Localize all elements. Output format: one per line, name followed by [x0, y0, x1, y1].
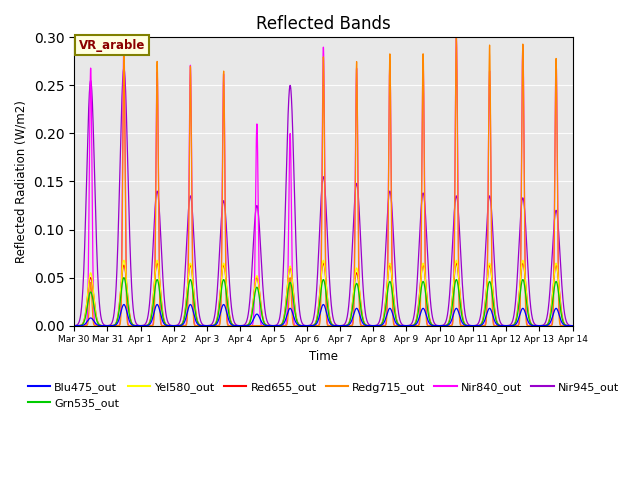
Redg715_out [435, 323, 443, 328]
Legend: Blu475_out, Grn535_out, Yel580_out, Red655_out, Redg715_out, Nir840_out, Nir945_: Blu475_out, Grn535_out, Yel580_out, Red6… [23, 377, 623, 414]
Nir840_out [305, 323, 312, 328]
Yel580_out [120, 257, 128, 263]
Blu475_out [435, 323, 443, 328]
Nir840_out [568, 323, 576, 328]
Nir945_out [569, 323, 577, 328]
X-axis label: Time: Time [309, 350, 338, 363]
Yel580_out [463, 323, 471, 328]
Blu475_out [120, 301, 128, 307]
Line: Nir840_out: Nir840_out [74, 37, 573, 325]
Blu475_out [160, 320, 168, 326]
Redg715_out [305, 323, 312, 328]
Grn535_out [435, 323, 443, 328]
Nir840_out [452, 35, 460, 40]
Grn535_out [120, 275, 128, 280]
Blu475_out [568, 323, 576, 328]
Yel580_out [407, 323, 415, 328]
Grn535_out [305, 323, 312, 328]
Yel580_out [568, 323, 576, 328]
Blu475_out [70, 323, 78, 328]
Red655_out [569, 323, 577, 328]
Y-axis label: Reflected Radiation (W/m2): Reflected Radiation (W/m2) [15, 100, 28, 263]
Line: Yel580_out: Yel580_out [74, 260, 573, 325]
Red655_out [407, 323, 415, 328]
Blu475_out [305, 323, 312, 328]
Nir945_out [305, 323, 312, 328]
Red655_out [519, 260, 527, 266]
Nir945_out [70, 323, 78, 328]
Line: Blu475_out: Blu475_out [74, 304, 573, 325]
Nir945_out [160, 288, 168, 294]
Nir945_out [120, 65, 128, 71]
Grn535_out [568, 323, 576, 328]
Nir945_out [568, 323, 576, 328]
Grn535_out [463, 323, 471, 328]
Yel580_out [569, 323, 577, 328]
Line: Nir945_out: Nir945_out [74, 68, 573, 325]
Nir945_out [463, 319, 471, 325]
Yel580_out [160, 317, 168, 323]
Nir840_out [407, 323, 415, 328]
Red655_out [463, 323, 471, 328]
Redg715_out [452, 35, 460, 40]
Nir840_out [435, 323, 442, 328]
Red655_out [70, 323, 78, 328]
Redg715_out [407, 323, 415, 328]
Yel580_out [70, 323, 78, 328]
Yel580_out [305, 323, 312, 328]
Yel580_out [435, 323, 443, 328]
Line: Grn535_out: Grn535_out [74, 277, 573, 325]
Redg715_out [160, 323, 168, 328]
Nir840_out [569, 323, 577, 328]
Text: VR_arable: VR_arable [79, 39, 145, 52]
Red655_out [568, 323, 576, 328]
Grn535_out [407, 323, 415, 328]
Nir945_out [407, 321, 415, 327]
Red655_out [160, 315, 168, 321]
Redg715_out [236, 323, 244, 328]
Redg715_out [568, 323, 576, 328]
Nir840_out [160, 323, 168, 328]
Blu475_out [569, 323, 577, 328]
Red655_out [435, 323, 442, 328]
Grn535_out [70, 323, 78, 328]
Line: Redg715_out: Redg715_out [74, 37, 573, 325]
Blu475_out [407, 323, 415, 328]
Blu475_out [463, 323, 471, 328]
Red655_out [305, 323, 312, 328]
Redg715_out [70, 323, 78, 328]
Nir840_out [463, 323, 471, 328]
Line: Red655_out: Red655_out [74, 263, 573, 325]
Nir840_out [70, 323, 78, 328]
Title: Reflected Bands: Reflected Bands [256, 15, 391, 33]
Grn535_out [160, 318, 168, 324]
Grn535_out [569, 323, 577, 328]
Nir945_out [435, 323, 443, 328]
Redg715_out [569, 323, 577, 328]
Redg715_out [463, 323, 471, 328]
